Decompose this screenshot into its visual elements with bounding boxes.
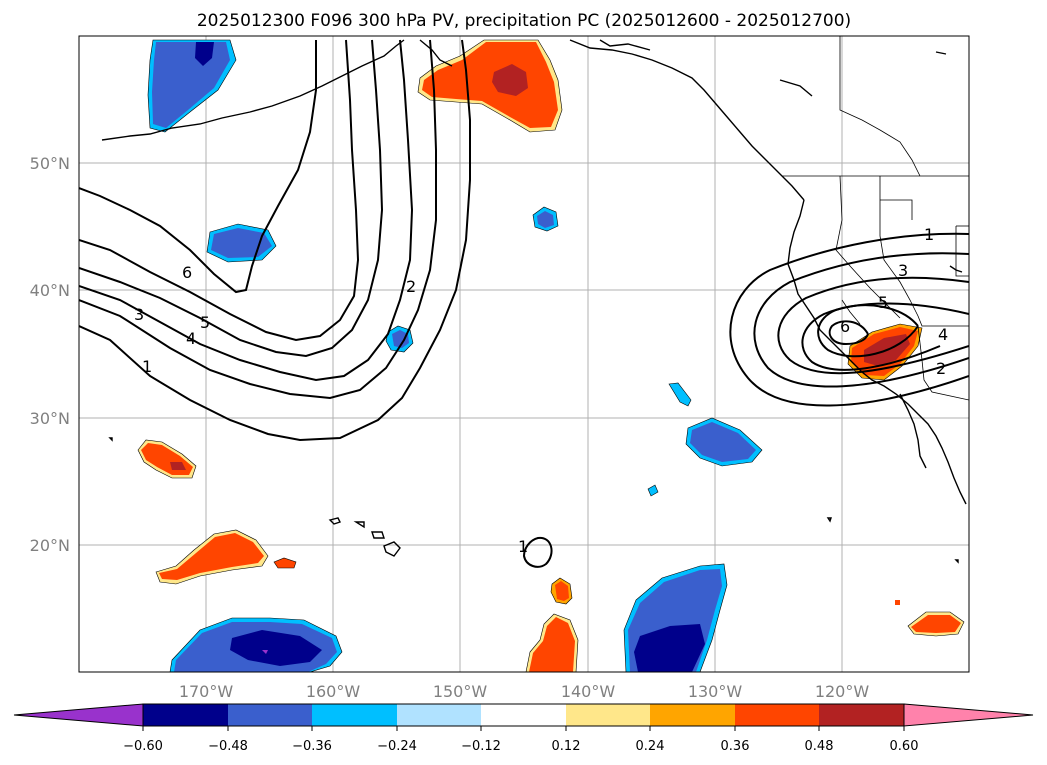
pv-contour-label: 2 [936,359,946,378]
colorbar-segment [481,704,566,726]
lon-label-130w: 130°W [688,682,743,701]
longitude-labels: 170°W 160°W 150°W 140°W 130°W 120°W [179,682,870,701]
precip-negative-areas [147,39,763,672]
map-panel: 6 5 4 3 1 2 1 3 5 6 4 2 1 [78,35,970,673]
colorbar-tick-label: −0.48 [208,739,248,754]
colorbar-segment [312,704,397,726]
pv-contour-label: 4 [938,325,948,344]
pv-contour-5-west [79,39,360,342]
neg-area-135w-small [647,484,659,497]
pv-contour-label: 3 [134,305,144,324]
colorbar-segment [143,704,228,726]
colorbar-tick-label: 0.12 [552,739,581,754]
pv-contour-1-west [79,39,471,442]
neg-area-137w [668,382,692,407]
lat-label-50n: 50°N [30,154,70,173]
neg-area-north-core [152,42,230,128]
pos-area-south-114w-core [911,615,961,633]
pv-contour-1-small [522,536,553,568]
pos-area-north-147w-core [422,42,558,128]
neg-area-128w-core [690,422,756,462]
colorbar-tick-label: 0.48 [805,739,834,754]
pos-area-168w-core [159,533,264,580]
colorbar-tick-label: −0.60 [123,739,163,754]
colorbar-tick-label: 0.36 [721,739,750,754]
pv-contour-2-east [753,252,969,388]
colorbar-segment [397,704,481,726]
colorbar-tick-label: −0.36 [292,739,332,754]
lat-label-30n: 30°N [30,409,70,428]
colorbar-segment [228,704,312,726]
pv-contours [79,39,969,568]
pos-area-south-144w-core [529,617,575,672]
pos-area-163w-small [273,557,297,569]
colorbar-segment [819,704,904,726]
pv-contour-label: 5 [200,313,210,332]
colorbar: −0.60 −0.48 −0.36 −0.24 −0.12 0.12 0.24 … [13,703,1034,754]
lon-label-170w: 170°W [179,682,234,701]
colorbar-frame [142,703,905,727]
lon-label-160w: 160°W [306,682,361,701]
pv-contour-3-west [79,39,414,382]
pv-contour-label: 5 [878,293,888,312]
colorbar-segment [566,704,650,726]
lon-label-120w: 120°W [815,682,870,701]
lat-label-40n: 40°N [30,281,70,300]
pos-area-172w-peak [170,462,186,470]
colorbar-tick-label: 0.60 [890,739,919,754]
neg-area-155w-core [392,330,409,348]
pv-contour-3-east [777,276,969,375]
pv-contour-labels: 6 5 4 3 1 2 1 3 5 6 4 2 1 [134,225,948,556]
political-borders [782,36,969,401]
colorbar-ticks [142,726,905,731]
pv-contour-1-east [729,232,969,407]
pv-contour-label: 6 [182,263,192,282]
pv-contour-2-west [79,39,437,400]
pv-contour-5-east [817,304,919,358]
pos-area-143w-small-core [555,581,569,601]
pv-contour-label: 1 [142,357,152,376]
pos-area-dot-115w [895,600,900,605]
lon-label-140w: 140°W [561,682,616,701]
pv-contour-label: 2 [406,277,416,296]
colorbar-tick-label: −0.12 [461,739,501,754]
colorbar-extend-low [13,703,144,727]
neg-area-south-132w-inner [634,624,705,672]
pv-contour-label: 1 [518,537,528,556]
pv-contour-6-east [828,320,869,346]
colorbar-segment [735,704,819,726]
pos-area-north-147w-peak [492,64,528,96]
pv-contour-4-east [801,302,969,371]
colorbar-tick-label: −0.24 [377,739,417,754]
colorbar-tick-labels: −0.60 −0.48 −0.36 −0.24 −0.12 0.12 0.24 … [123,739,918,754]
coastlines [101,39,967,564]
neg-area-south-165w-peak [262,650,268,654]
lat-label-20n: 20°N [30,536,70,555]
pv-contour-4-west [79,39,384,358]
precip-positive-areas [137,39,965,672]
pv-contour-label: 1 [924,225,934,244]
figure-title: 2025012300 F096 300 hPa PV, precipitatio… [197,11,851,31]
latitude-labels: 50°N 40°N 30°N 20°N [30,154,70,555]
map-frame [78,35,970,673]
pv-contour-label: 6 [840,317,850,336]
colorbar-tick-label: 0.24 [636,739,665,754]
lon-label-150w: 150°W [433,682,488,701]
neg-area-north-inner [195,42,214,66]
neg-area-143w-core [537,211,554,228]
pv-contour-6-west [79,40,317,294]
pv-contour-label: 4 [186,329,196,348]
pv-contour-label: 3 [898,261,908,280]
colorbar-extend-high [903,703,1034,727]
neg-area-south-165w-inner [230,630,322,666]
colorbar-segment [650,704,735,726]
